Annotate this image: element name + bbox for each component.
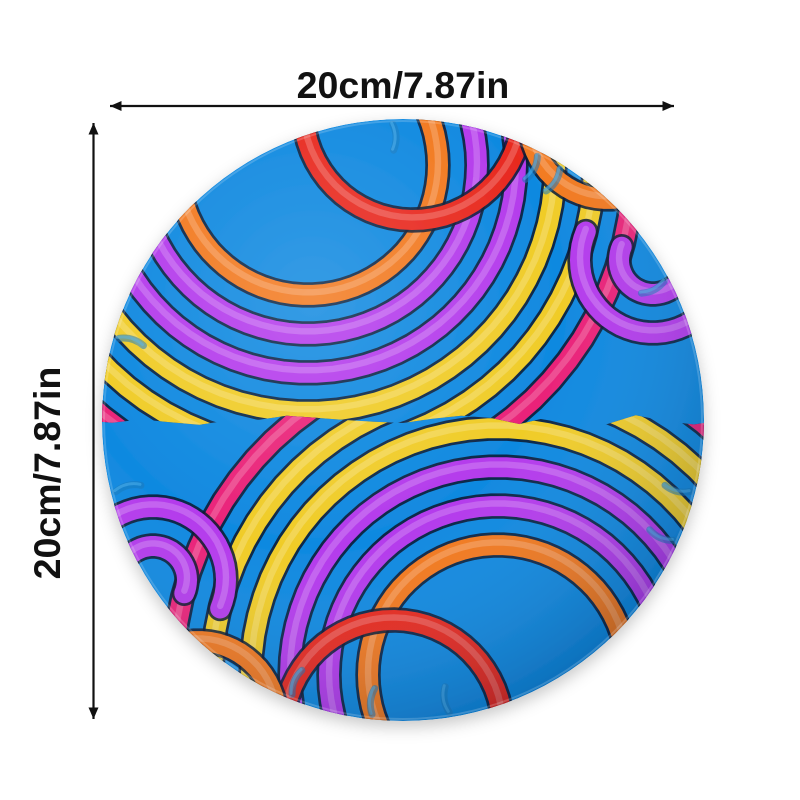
svg-text:20cm/7.87in: 20cm/7.87in <box>297 64 510 106</box>
svg-text:20cm/7.87in: 20cm/7.87in <box>26 367 68 580</box>
